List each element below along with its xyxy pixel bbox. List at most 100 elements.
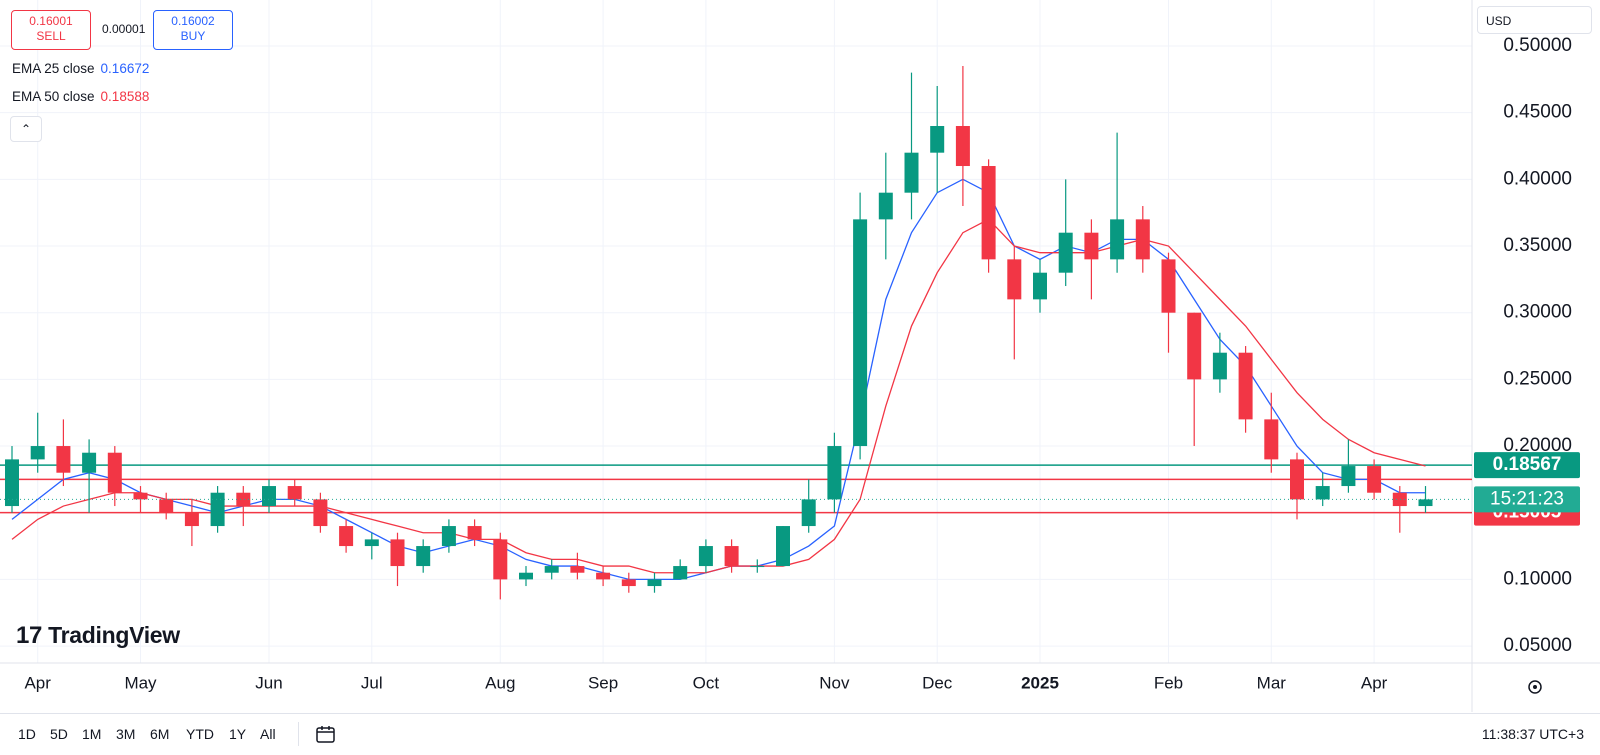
y-tick-label: 0.50000 — [1503, 35, 1572, 56]
candle-body — [262, 486, 276, 507]
candle-body — [287, 486, 302, 500]
x-tick-label: 2025 — [1021, 673, 1059, 692]
candle-body — [467, 526, 482, 540]
candle-body — [955, 126, 970, 167]
candle-body — [30, 446, 45, 460]
candle-body — [1084, 232, 1099, 260]
logo-text: TradingView — [48, 622, 180, 648]
x-tick-label: Mar — [1257, 673, 1287, 692]
candle-body — [184, 512, 199, 527]
candle-body — [313, 499, 328, 527]
range-button[interactable]: 1Y — [229, 726, 247, 742]
currency: USD — [1486, 14, 1512, 28]
x-tick-label: Jun — [255, 673, 282, 692]
candle-body — [133, 492, 148, 500]
x-tick-label: Sep — [588, 673, 618, 692]
candle-body — [1367, 466, 1382, 493]
candle-body — [236, 492, 251, 507]
toolbar: 1D 5D 1M 3M 6M YTD 1Y All 11:38:37 UTC+3 — [0, 713, 1600, 755]
y-tick-label: 0.35000 — [1503, 235, 1572, 256]
candle-body — [1238, 352, 1253, 420]
candle-body — [56, 446, 71, 473]
y-tick-label: 0.45000 — [1503, 102, 1572, 123]
indicator-legend[interactable]: EMA 50 close 0.18588 — [12, 89, 149, 104]
candle-body — [493, 539, 508, 580]
indicator-legend[interactable]: EMA 25 close 0.16672 — [12, 61, 149, 76]
candle-body — [1212, 352, 1227, 380]
buy-price: 0.16002 — [171, 14, 215, 28]
range-button[interactable]: 5D — [50, 726, 68, 742]
candle-body — [570, 566, 585, 573]
sell-price: 0.16001 — [29, 14, 73, 28]
logo: 17 TradingView — [16, 622, 180, 649]
buy-button[interactable]: 0.16002 BUY — [153, 10, 233, 50]
sell-label: SELL — [36, 29, 66, 43]
range-button[interactable]: 1M — [82, 726, 102, 742]
candle-body — [724, 546, 739, 567]
candle-body — [673, 566, 688, 580]
range-button[interactable]: 1D — [18, 726, 36, 742]
x-tick-label: Apr — [1361, 673, 1388, 692]
clock: 11:38:37 UTC+3 — [1481, 726, 1584, 742]
candle-body — [1315, 486, 1330, 500]
y-tick-label: 0.25000 — [1503, 368, 1572, 389]
candle-body — [750, 566, 765, 568]
candle-body — [776, 526, 790, 567]
candle-body — [1418, 499, 1433, 507]
candle-body — [441, 526, 456, 547]
candle-body — [827, 446, 842, 500]
candle-body — [621, 579, 636, 587]
candle-body — [596, 572, 611, 580]
indicator-value: 0.18588 — [100, 89, 150, 104]
candle-body — [364, 539, 379, 547]
countdown-label: 15:21:23 — [1490, 488, 1564, 509]
candle-body — [1033, 272, 1047, 300]
candle-body — [416, 546, 431, 567]
candle-body — [5, 459, 19, 507]
indicator-name: EMA 50 close — [12, 89, 95, 104]
x-tick-label: Apr — [24, 673, 51, 692]
candle-body — [647, 579, 662, 587]
candle-body — [1135, 219, 1150, 260]
range-button[interactable]: YTD — [186, 726, 214, 742]
y-tick-label: 0.40000 — [1503, 168, 1572, 189]
candle-body — [339, 526, 354, 547]
y-tick-label: 0.20000 — [1503, 435, 1572, 456]
collapse-button[interactable]: ⌃ — [10, 116, 42, 142]
price-badge-label: 0.18567 — [1493, 454, 1562, 475]
candle-body — [519, 572, 533, 580]
candle-body — [1110, 219, 1125, 260]
candle-body — [1264, 419, 1279, 460]
spread: 0.00001 — [102, 22, 146, 36]
y-tick-label: 0.05000 — [1503, 635, 1572, 656]
x-tick-label: Oct — [693, 673, 720, 692]
indicator-value: 0.16672 — [100, 61, 150, 76]
candle-body — [698, 546, 713, 567]
countdown-badge — [1474, 486, 1580, 513]
y-tick-label: 0.10000 — [1503, 568, 1572, 589]
candle-body — [1161, 259, 1176, 313]
x-tick-label: Aug — [485, 673, 515, 692]
currency-select[interactable]: USD — [1477, 6, 1592, 34]
candle-body — [853, 219, 868, 447]
range-button[interactable]: 3M — [116, 726, 136, 742]
candle-body — [1187, 312, 1202, 380]
candle-body — [801, 499, 816, 527]
range-button[interactable]: All — [260, 726, 276, 742]
candle-body — [159, 499, 174, 513]
x-tick-label: Dec — [922, 673, 953, 692]
candle-body — [210, 492, 225, 527]
sell-button[interactable]: 0.16001 SELL — [11, 10, 91, 50]
range-button[interactable]: 6M — [150, 726, 170, 742]
candle-body — [82, 452, 97, 473]
calendar-icon[interactable] — [314, 724, 338, 746]
candle-body — [1290, 459, 1304, 500]
candle-body — [981, 166, 996, 260]
indicator-name: EMA 25 close — [12, 61, 95, 76]
candle-body — [930, 126, 945, 153]
candle-body — [878, 192, 893, 220]
candle-body — [1058, 232, 1073, 273]
candle-body — [1007, 259, 1022, 300]
price-badge — [1474, 452, 1580, 479]
